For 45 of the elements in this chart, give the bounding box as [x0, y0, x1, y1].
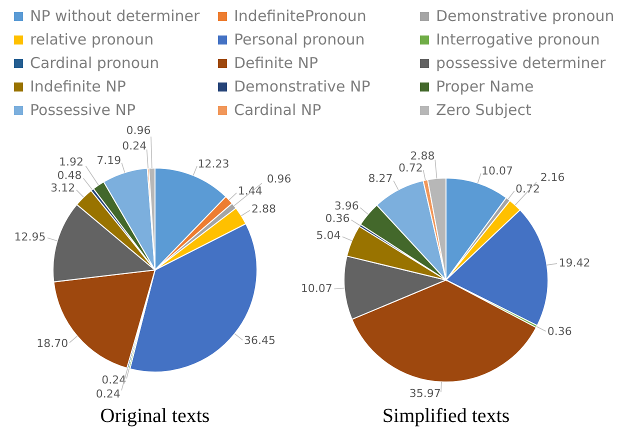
- data-label: 2.16: [540, 170, 565, 184]
- data-label: 7.19: [96, 154, 122, 168]
- legend-label: Cardinal pronoun: [30, 54, 160, 72]
- data-label: 10.07: [481, 164, 513, 178]
- data-label: 1.92: [59, 156, 84, 169]
- legend-label: Demonstrative NP: [234, 78, 370, 96]
- data-label: 8.27: [368, 172, 393, 186]
- data-label: 0.72: [398, 161, 423, 174]
- legend-label: Possessive NP: [30, 101, 136, 120]
- data-label: 5.04: [316, 229, 341, 242]
- data-label: 2.88: [252, 202, 276, 216]
- data-label: 0.24: [122, 139, 147, 152]
- data-label: 0.36: [547, 325, 572, 338]
- data-label: 35.97: [409, 386, 441, 400]
- legend-label: NP without determiner: [30, 7, 200, 26]
- data-label: 18.70: [36, 336, 68, 350]
- data-label: 19.42: [558, 256, 590, 270]
- legend-label: Demonstrative pronoun: [436, 7, 614, 26]
- legend-label: Indefinite NP: [30, 78, 126, 96]
- legend-label: relative pronoun: [30, 30, 154, 49]
- legend-label: Definite NP: [234, 54, 318, 72]
- text: Original texts: [100, 405, 210, 427]
- legend-label: Cardinal NP: [234, 101, 322, 120]
- data-label: 0.72: [515, 182, 540, 196]
- legend-label: possessive determiner: [436, 54, 607, 72]
- data-label: 12.95: [14, 230, 46, 244]
- data-label: 1.44: [238, 184, 262, 198]
- data-label: 0.96: [266, 172, 292, 186]
- data-label: 0.36: [325, 212, 350, 225]
- data-label: 3.96: [334, 200, 359, 213]
- data-label: 0.24: [102, 373, 126, 386]
- data-label: 0.48: [57, 169, 82, 182]
- legend-label: IndefinitePronoun: [234, 7, 366, 26]
- legend-label: Zero Subject: [436, 101, 532, 120]
- legend-label: Proper Name: [436, 78, 534, 96]
- legend-label: Personal pronoun: [234, 30, 365, 49]
- legend-label: Interrogative pronoun: [436, 30, 600, 49]
- data-label: 0.24: [96, 387, 120, 400]
- data-label: 3.12: [50, 182, 76, 195]
- data-label: 0.96: [126, 124, 151, 138]
- data-label: 10.07: [300, 282, 332, 296]
- text: Simplified texts: [382, 405, 510, 427]
- data-label: 12.23: [198, 157, 230, 170]
- data-label: 36.45: [244, 334, 276, 348]
- data-label: 2.88: [410, 150, 435, 163]
